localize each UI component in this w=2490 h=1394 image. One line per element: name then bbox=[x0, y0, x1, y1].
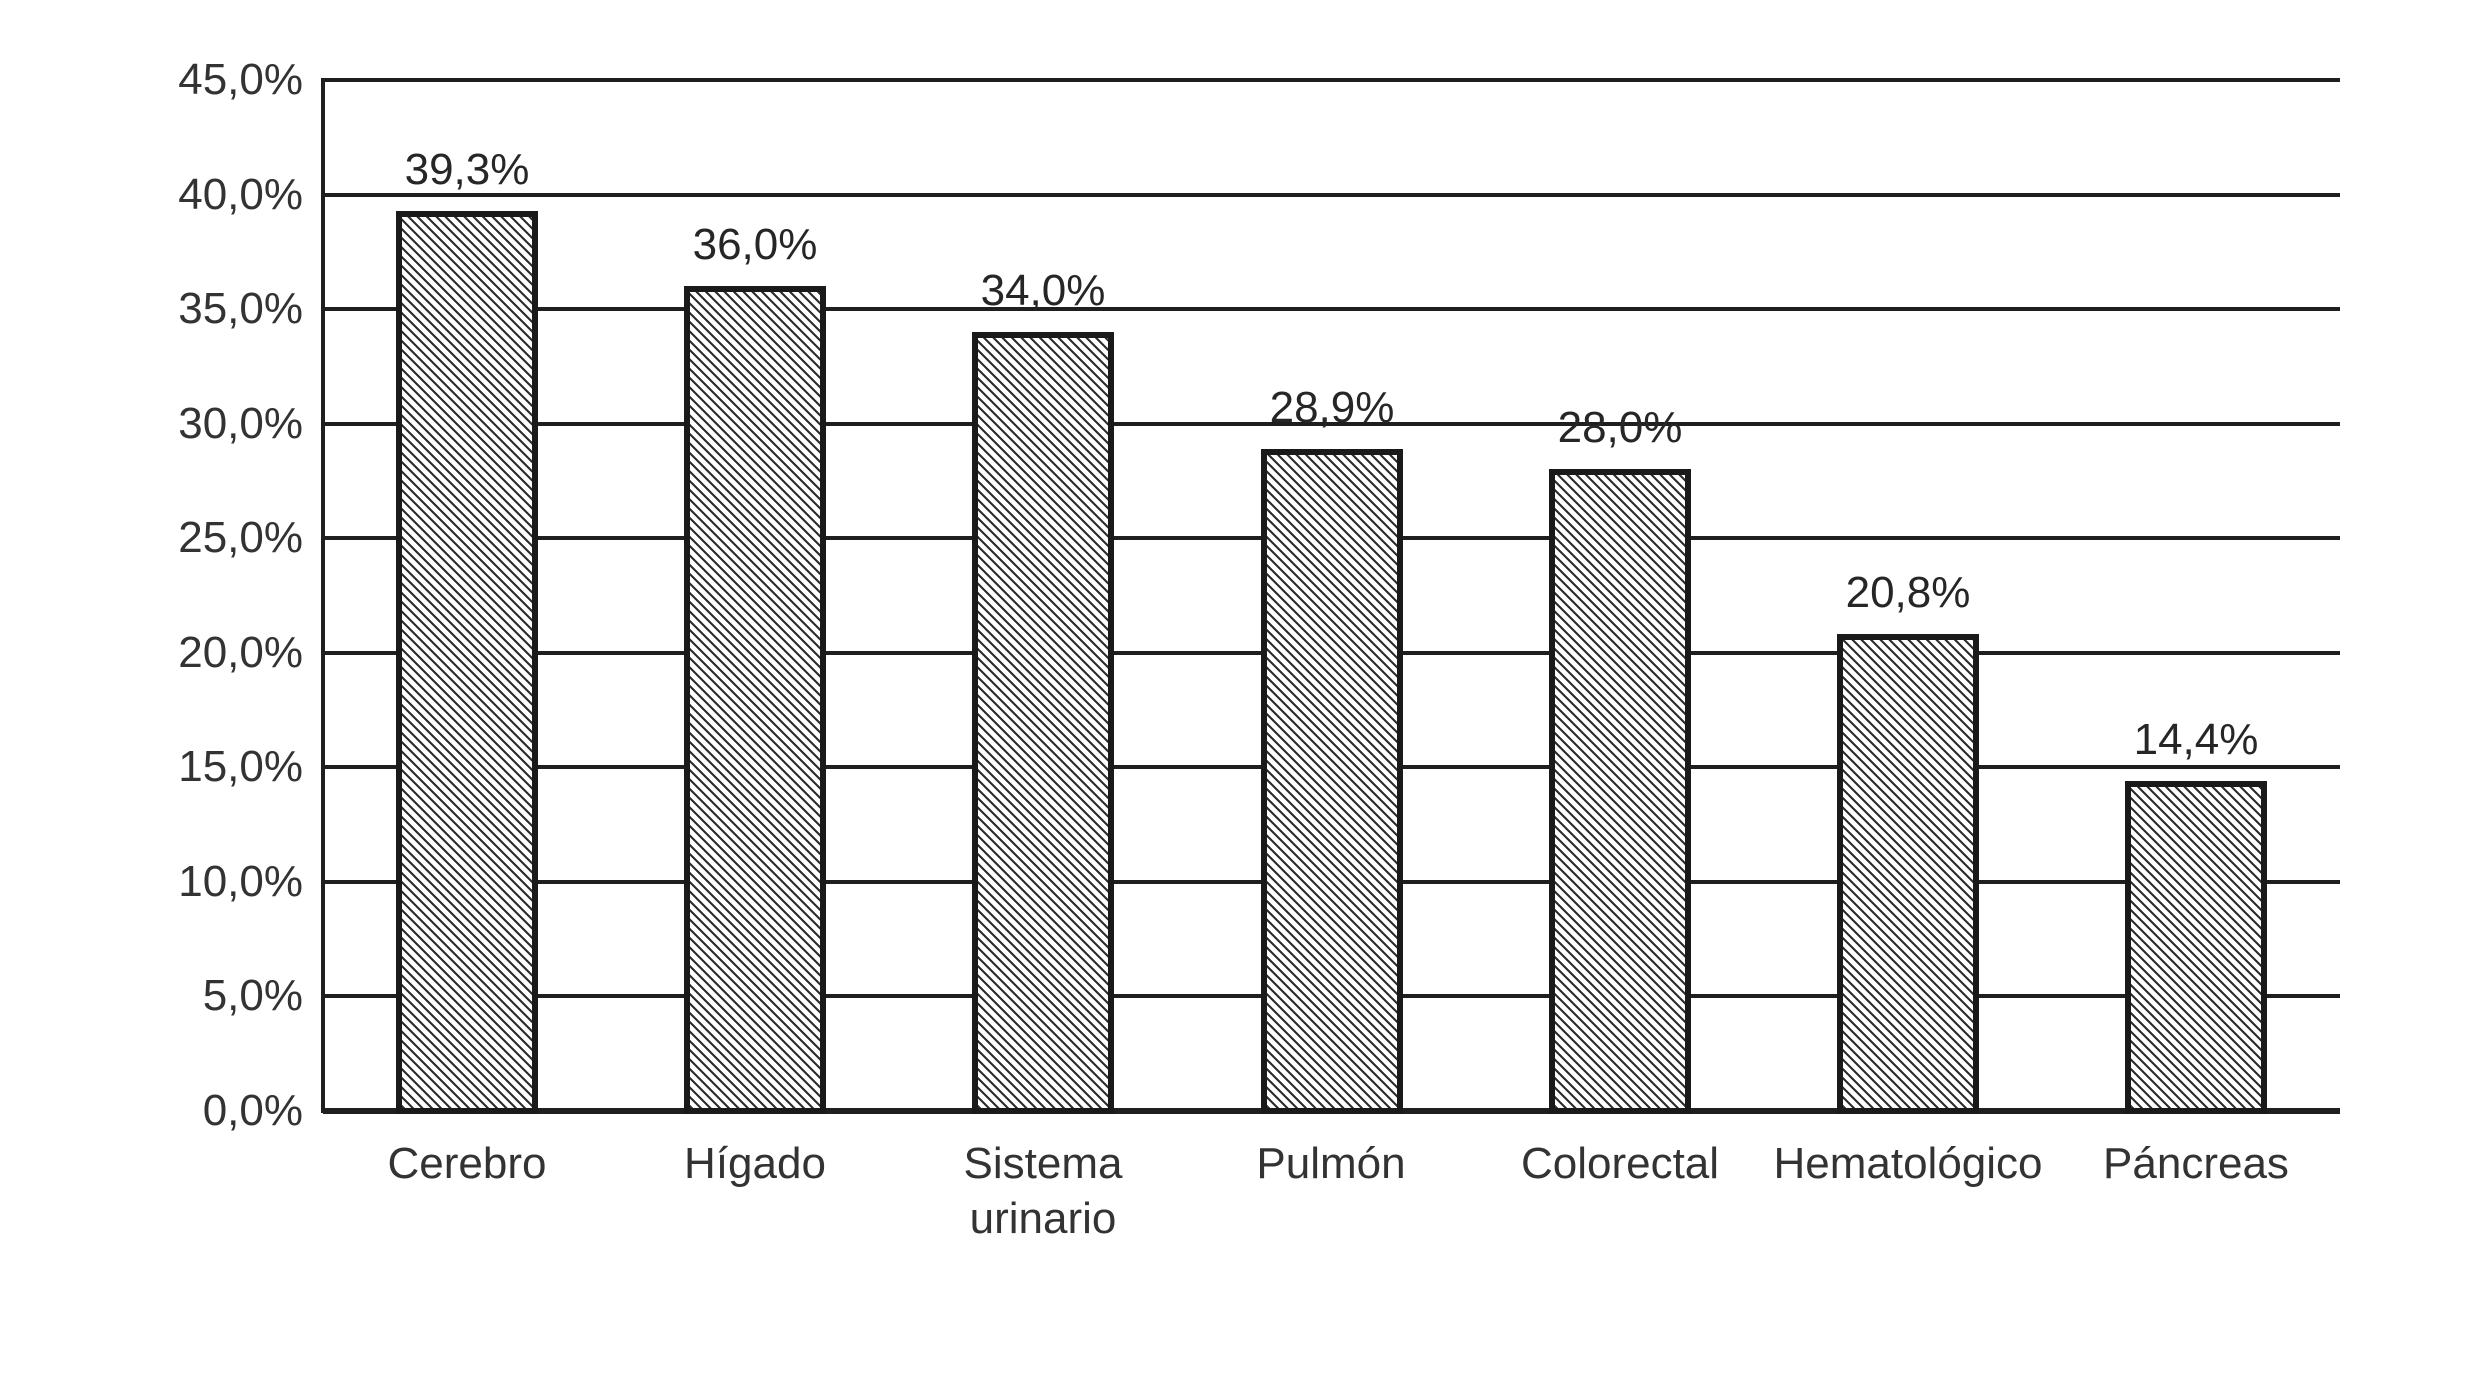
bar-value-label: 14,4% bbox=[2133, 715, 2259, 764]
x-category-label: Cerebro bbox=[387, 1139, 547, 1188]
x-category-label: Páncreas bbox=[2103, 1139, 2289, 1188]
bar-value-label: 28,9% bbox=[1269, 383, 1395, 432]
y-axis-line bbox=[321, 78, 325, 1113]
y-tick-label: 40,0% bbox=[178, 170, 303, 219]
y-tick-label: 20,0% bbox=[178, 628, 303, 677]
gridline bbox=[323, 193, 2340, 197]
bar-pulmon bbox=[1261, 449, 1403, 1114]
gridline bbox=[323, 307, 2340, 311]
x-category-label: Colorectal bbox=[1520, 1139, 1720, 1188]
y-tick-label: 0,0% bbox=[202, 1086, 303, 1135]
x-category-label: Hematológico bbox=[1773, 1139, 2043, 1188]
bar-higado bbox=[684, 286, 826, 1114]
y-tick-label: 10,0% bbox=[178, 857, 303, 906]
x-category-label: Hígado bbox=[684, 1139, 826, 1188]
y-tick-label: 45,0% bbox=[178, 55, 303, 104]
y-tick-label: 35,0% bbox=[178, 284, 303, 333]
bar-cerebro bbox=[396, 211, 538, 1114]
bar-value-label: 36,0% bbox=[692, 220, 818, 269]
y-tick-label: 30,0% bbox=[178, 399, 303, 448]
bar-colorectal bbox=[1549, 469, 1691, 1114]
y-tick-label: 5,0% bbox=[202, 971, 303, 1020]
bar-value-label: 28,0% bbox=[1557, 403, 1683, 452]
bar-hematologico bbox=[1837, 634, 1979, 1114]
bar-value-label: 34,0% bbox=[980, 266, 1106, 315]
bar-sistema-urinario bbox=[972, 332, 1114, 1114]
bar-pancreas bbox=[2125, 781, 2267, 1114]
x-category-label: Sistema urinario bbox=[963, 1139, 1123, 1243]
bar-value-label: 20,8% bbox=[1845, 568, 1971, 617]
x-category-label: Pulmón bbox=[1256, 1139, 1406, 1188]
bar-value-label: 39,3% bbox=[404, 145, 530, 194]
gridline bbox=[323, 422, 2340, 426]
gridline bbox=[323, 78, 2340, 82]
y-tick-label: 25,0% bbox=[178, 513, 303, 562]
y-tick-label: 15,0% bbox=[178, 742, 303, 791]
